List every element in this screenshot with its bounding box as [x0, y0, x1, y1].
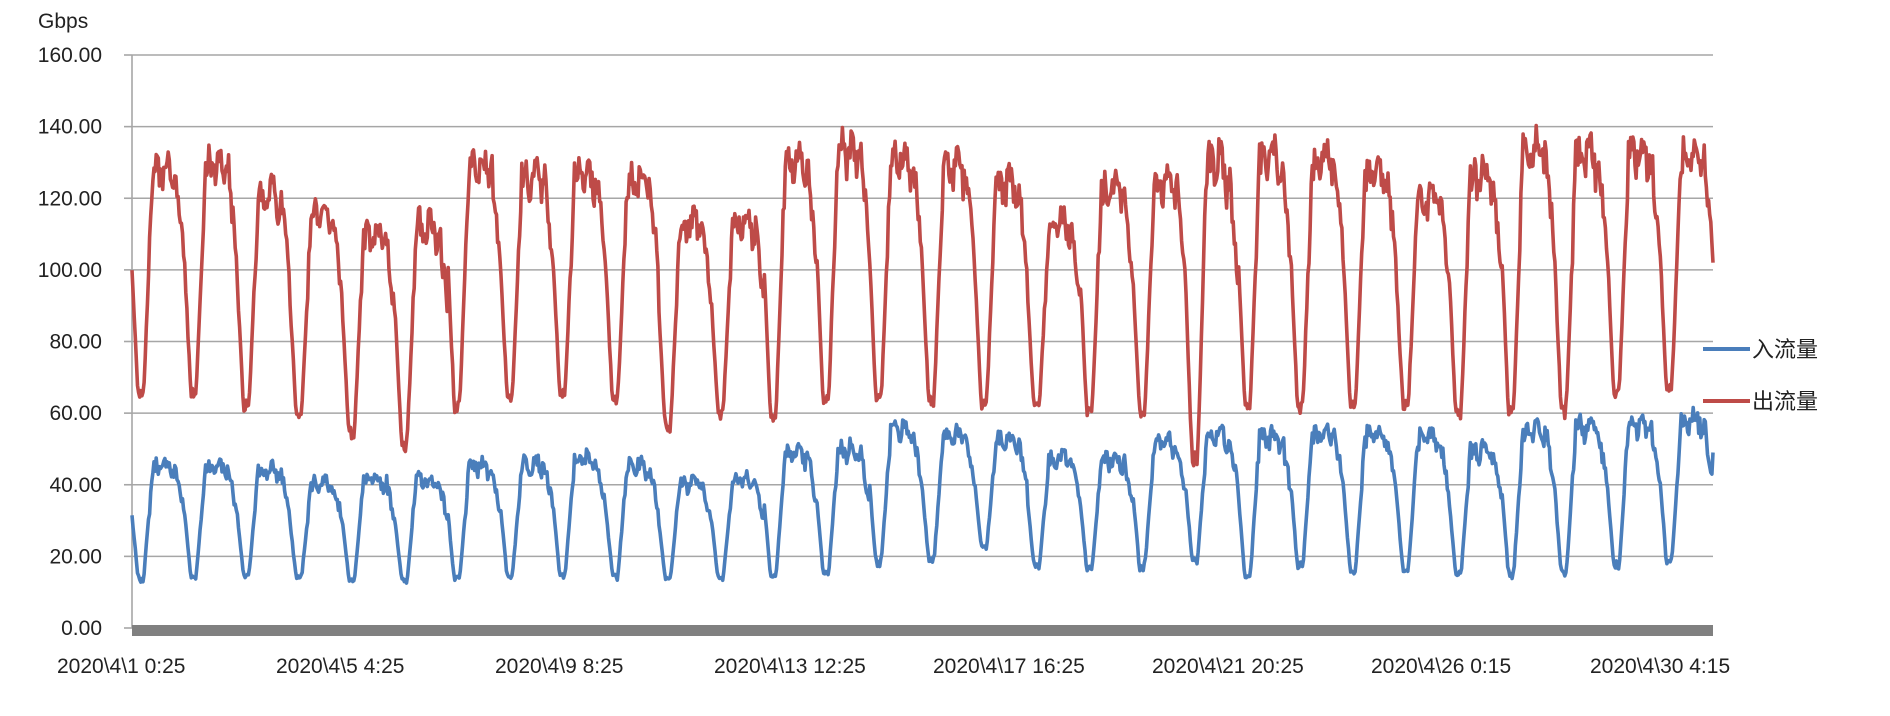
y-tick-label: 140.00 [38, 116, 102, 139]
x-tick-labels: 2020\4\1 0:25 2020\4\5 4:25 2020\4\9 8:25 2… [57, 655, 1730, 678]
x-tick-label: 2020\4\5 4:25 [276, 655, 404, 678]
y-tick-label: 40.00 [49, 474, 102, 497]
x-tick-label: 2020\4\9 8:25 [495, 655, 623, 678]
y-tick-label: 20.00 [49, 545, 102, 568]
x-tick-label: 2020\4\30 4:15 [1590, 655, 1730, 678]
x-tick-label: 2020\4\17 16:25 [933, 655, 1085, 678]
x-tick-label: 2020\4\13 12:25 [714, 655, 866, 678]
y-axis-label: Gbps [38, 10, 88, 33]
series-lines [130, 123, 1715, 585]
legend-label: 出流量 [1752, 390, 1818, 415]
y-tick-label: 60.00 [49, 402, 102, 425]
y-tick-labels: 0.00 20.00 40.00 60.00 80.00 100.00 120.00 140.… [38, 44, 102, 640]
y-tick-label: 160.00 [38, 44, 102, 67]
y-tick-label: 80.00 [49, 331, 102, 354]
x-tick-label: 2020\4\1 0:25 [57, 655, 185, 678]
y-tick-label: 100.00 [38, 259, 102, 282]
y-tick-label: 0.00 [61, 617, 102, 640]
x-tick-label: 2020\4\26 0:15 [1371, 655, 1511, 678]
legend-label: 入流量 [1752, 338, 1818, 363]
x-axis-bar [132, 625, 1713, 636]
series-line-outbound [130, 123, 1715, 468]
x-tick-label: 2020\4\21 20:25 [1152, 655, 1304, 678]
y-tick-label: 120.00 [38, 187, 102, 210]
series-line-inbound [130, 405, 1715, 585]
grid-lines [124, 54, 1713, 629]
